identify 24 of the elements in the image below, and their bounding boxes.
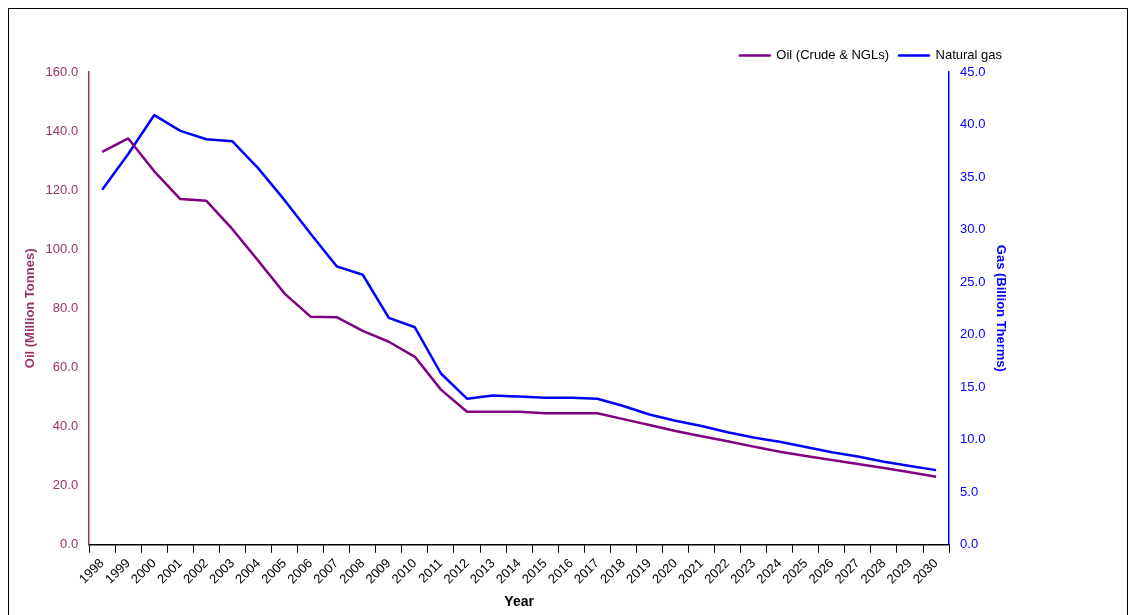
x-axis-title: Year — [504, 593, 535, 610]
legend-label: Natural gas — [935, 47, 1003, 63]
y2-tick-label: 5.0 — [960, 483, 979, 499]
y-tick-label: 120.0 — [45, 181, 79, 197]
y2-tick-label: 25.0 — [960, 273, 986, 289]
y2-tick-label: 30.0 — [960, 221, 986, 237]
y2-tick-label: 15.0 — [960, 378, 986, 394]
y2-tick-label: 0.0 — [960, 536, 979, 552]
legend-label: Oil (Crude & NGLs) — [776, 47, 890, 63]
y2-tick-label: 10.0 — [960, 431, 986, 447]
y-tick-label: 100.0 — [45, 240, 79, 256]
y-tick-label: 160.0 — [45, 63, 79, 79]
y-tick-label: 140.0 — [45, 122, 79, 138]
y-axis-title: Oil (Million Tonnes) — [22, 248, 38, 369]
y-tick-label: 0.0 — [60, 536, 79, 552]
y2-axis-title: Gas (Billion Therms) — [993, 244, 1009, 372]
y-tick-label: 80.0 — [52, 299, 79, 315]
y2-tick-label: 40.0 — [960, 116, 986, 132]
y2-tick-label: 45.0 — [960, 63, 986, 79]
y2-tick-label: 20.0 — [960, 326, 986, 342]
y-tick-label: 60.0 — [52, 359, 79, 375]
y-tick-label: 20.0 — [52, 477, 79, 493]
y2-tick-label: 35.0 — [960, 168, 986, 184]
y-tick-label: 40.0 — [52, 418, 79, 434]
